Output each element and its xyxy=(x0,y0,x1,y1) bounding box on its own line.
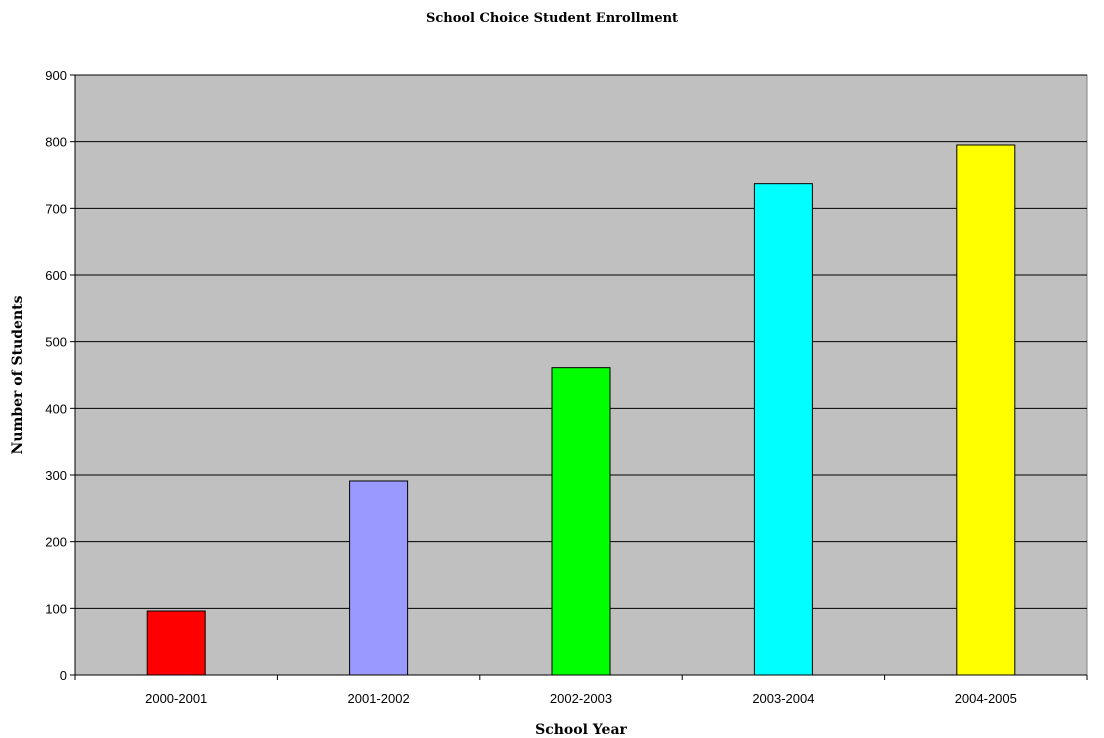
x-tick-label: 2003-2004 xyxy=(752,691,814,706)
bars xyxy=(146,144,1016,676)
y-tick-label: 0 xyxy=(60,668,67,683)
x-tick-label: 2004-2005 xyxy=(955,691,1017,706)
y-tick-label: 900 xyxy=(45,68,67,83)
y-tick-label: 500 xyxy=(45,335,67,350)
chart-title: School Choice Student Enrollment xyxy=(426,11,678,26)
y-tick-label: 600 xyxy=(45,268,67,283)
y-tick-label: 400 xyxy=(45,401,67,416)
x-tick-label: 2001-2002 xyxy=(348,691,410,706)
x-axis-title: School Year xyxy=(535,722,627,738)
bar-2000-2001 xyxy=(146,610,206,676)
y-tick-label: 800 xyxy=(45,135,67,150)
y-tick-label: 300 xyxy=(45,468,67,483)
x-tick-label: 2000-2001 xyxy=(145,691,207,706)
y-axis-ticks: 0 100 200 300 400 500 600 700 800 900 xyxy=(45,68,75,683)
bar-2002-2003 xyxy=(551,367,611,676)
x-axis-ticks: 2000-2001 2001-2002 2002-2003 2003-2004 2004… xyxy=(74,675,1088,706)
bar-2003-2004 xyxy=(753,183,813,676)
y-tick-label: 700 xyxy=(45,201,67,216)
y-tick-label: 200 xyxy=(45,535,67,550)
y-axis-title: Number of Students xyxy=(10,295,26,454)
bar-2004-2005 xyxy=(956,144,1016,676)
bar-2001-2002 xyxy=(349,480,409,676)
x-tick-label: 2002-2003 xyxy=(550,691,612,706)
grid-lines xyxy=(75,74,1087,609)
y-tick-label: 100 xyxy=(45,601,67,616)
